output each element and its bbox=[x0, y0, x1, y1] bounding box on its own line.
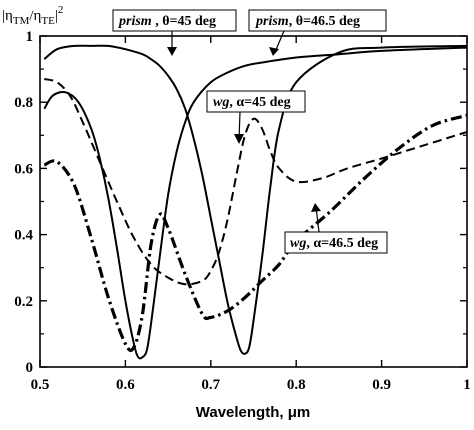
y-tick-label: 0.2 bbox=[14, 294, 33, 310]
annotation-wg-46-5: wg, α=46.5 deg bbox=[284, 203, 388, 254]
y-tick-label: 0.4 bbox=[14, 228, 33, 244]
x-tick-label: 0.5 bbox=[31, 377, 50, 393]
annotation-box bbox=[112, 9, 237, 32]
axis-ticks: 0.5 0.6 0.7 0.8 0.9 1 0 0.2 0.4 0.6 0.8 1 bbox=[14, 29, 471, 393]
annotation-prism-46-5: prism, θ=46.5 deg bbox=[248, 9, 387, 56]
annotation-layer: prism , θ=45 deg prism, θ=46.5 deg wg, α… bbox=[112, 9, 388, 254]
annotation-prism-45: prism , θ=45 deg bbox=[112, 9, 237, 56]
annotation-text: wg, α=45 deg bbox=[213, 95, 291, 110]
y-tick-label: 0 bbox=[26, 360, 34, 376]
series-line-prism465 bbox=[43, 46, 468, 360]
x-axis-label: Wavelength, μm bbox=[196, 404, 310, 421]
y-tick-label: 0.8 bbox=[14, 95, 33, 111]
annotation-box bbox=[284, 231, 388, 254]
annotation-box bbox=[206, 90, 306, 113]
annotation-wg-45: wg, α=45 deg bbox=[206, 90, 306, 144]
annotation-arrowhead bbox=[234, 134, 244, 144]
series-line-prism45 bbox=[43, 44, 468, 355]
x-tick-label: 0.7 bbox=[201, 377, 220, 393]
annotation-text: prism, θ=46.5 deg bbox=[255, 14, 360, 29]
annotation-arrowhead bbox=[311, 203, 321, 212]
annotation-box bbox=[248, 9, 387, 32]
annotation-text: prism , θ=45 deg bbox=[118, 14, 216, 29]
series-line-wg45 bbox=[44, 78, 468, 286]
x-tick-label: 1 bbox=[463, 377, 471, 393]
x-tick-label: 0.8 bbox=[287, 377, 306, 393]
y-axis-label: |ηTM/ηTE|2 bbox=[2, 4, 63, 27]
annotation-text: wg, α=46.5 deg bbox=[290, 236, 378, 251]
y-tick-label: 0.6 bbox=[14, 161, 33, 177]
x-tick-label: 0.9 bbox=[372, 377, 391, 393]
annotation-arrowhead bbox=[167, 47, 177, 56]
y-tick-label: 1 bbox=[26, 29, 34, 45]
series-line-wg465 bbox=[43, 113, 468, 353]
series-layer bbox=[43, 44, 468, 360]
x-tick-label: 0.6 bbox=[116, 377, 135, 393]
annotation-arrowhead bbox=[269, 47, 279, 56]
